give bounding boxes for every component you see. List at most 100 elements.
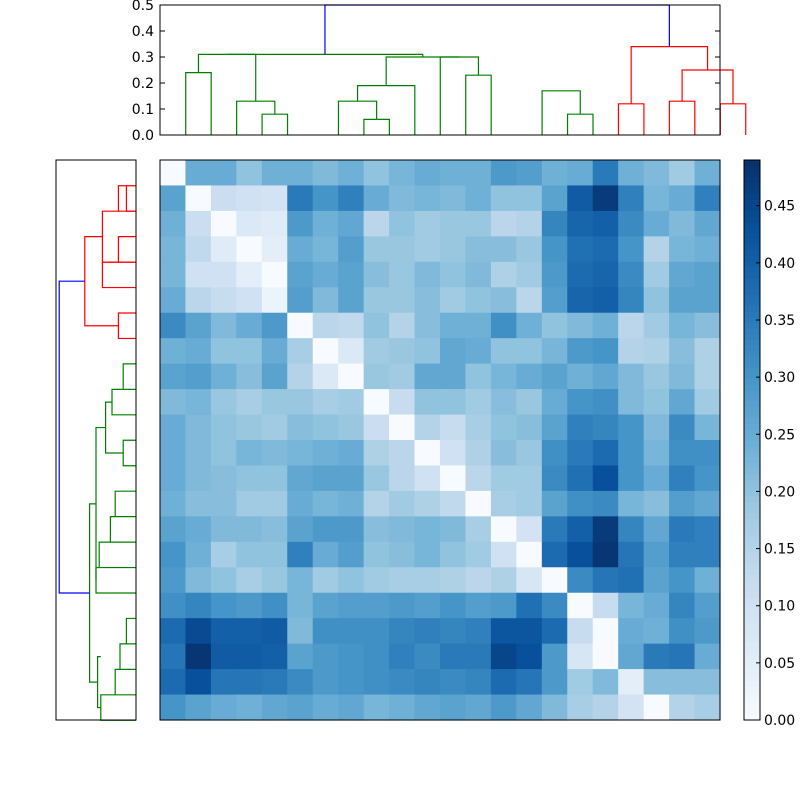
colorbar-segment [744,468,760,475]
heatmap-cell [414,210,441,237]
colorbar-segment [744,361,760,368]
heatmap-cell [185,567,212,594]
heatmap-cell [261,490,288,517]
heatmap-cell [236,567,263,594]
colorbar-segment [744,680,760,687]
heatmap-cell [567,261,594,288]
heatmap-cell [643,185,670,212]
colorbar-segment [744,350,760,357]
heatmap-cell [287,312,314,339]
colorbar-segment [744,596,760,603]
heatmap-cell [261,465,288,492]
heatmap-cell [567,363,594,390]
heatmap-cell [414,516,441,543]
heatmap-cell [541,312,568,339]
heatmap-frame [159,159,721,721]
heatmap-cell [669,643,696,670]
heatmap-cell [567,185,594,212]
heatmap-cell [643,210,670,237]
colorbar-segment [744,389,760,396]
heatmap-cell [414,160,441,187]
heatmap-cell [694,287,721,314]
colorbar-segment [744,244,760,251]
heatmap-cell [160,669,187,696]
heatmap-cell [694,160,721,187]
heatmap-cell [312,592,339,619]
heatmap-cell [516,312,543,339]
heatmap-cell [541,440,568,467]
heatmap-cell [338,592,365,619]
heatmap-cell [312,287,339,314]
heatmap-cell [414,287,441,314]
heatmap-cell [618,414,645,441]
heatmap-cell [312,440,339,467]
colorbar-segment [744,260,760,267]
heatmap-cell [490,160,517,187]
heatmap-cell [185,465,212,492]
heatmap-cell [160,541,187,568]
colorbar-segment [744,479,760,486]
heatmap-cell [516,465,543,492]
colorbar: 0.00 0.05 0.10 0.15 0.20 0.25 0.30 0.35 0.40 0.45 [743,159,795,729]
heatmap-cell [210,541,237,568]
heatmap-cell [338,414,365,441]
colorbar-tick-label: 0.10 [764,599,795,615]
heatmap-cell [414,490,441,517]
heatmap-cell [541,363,568,390]
heatmap-cell [261,185,288,212]
heatmap-cell [160,312,187,339]
heatmap-cell [210,210,237,237]
heatmap-cell [210,414,237,441]
heatmap-cell [694,465,721,492]
left-dendrogram-link [114,668,136,696]
heatmap-cell [541,618,568,645]
heatmap-cell [160,440,187,467]
left-dendrogram-link [58,280,90,594]
heatmap-cell [490,312,517,339]
heatmap-cell [694,516,721,543]
heatmap-cell [185,440,212,467]
colorbar-segment [744,249,760,256]
heatmap-cell [643,338,670,365]
heatmap-cell [440,440,467,467]
heatmap-cell [160,694,187,721]
heatmap-cell [592,338,619,365]
heatmap-cell [287,261,314,288]
colorbar-segment [744,160,760,167]
colorbar-tick-label: 0.00 [764,713,795,729]
heatmap-cell [618,618,645,645]
heatmap-cell [287,287,314,314]
colorbar-segment [744,316,760,323]
heatmap-cell [592,618,619,645]
heatmap-cell [236,261,263,288]
colorbar-segment [744,428,760,435]
heatmap-cell [541,287,568,314]
heatmap-cell [185,643,212,670]
heatmap-cell [363,210,390,237]
heatmap-cell [389,414,416,441]
heatmap-cell [261,414,288,441]
heatmap-cell [516,694,543,721]
heatmap-cell [312,414,339,441]
heatmap-cell [312,236,339,263]
heatmap-cell [236,465,263,492]
heatmap-cell [389,236,416,263]
left-dendrogram-link [109,516,136,543]
colorbar-segment [744,227,760,234]
heatmap-cell [312,541,339,568]
heatmap-cell [236,236,263,263]
heatmap-cell [567,414,594,441]
heatmap-cell [185,516,212,543]
heatmap-cell [414,694,441,721]
heatmap-cell [185,694,212,721]
heatmap-cell [287,643,314,670]
colorbar-segment [744,294,760,301]
heatmap-cell [618,363,645,390]
heatmap-cell [669,490,696,517]
heatmap-cell [287,440,314,467]
heatmap-cell [160,287,187,314]
heatmap-cell [516,440,543,467]
heatmap-cell [643,440,670,467]
heatmap-cell [541,389,568,416]
heatmap-cell [669,541,696,568]
